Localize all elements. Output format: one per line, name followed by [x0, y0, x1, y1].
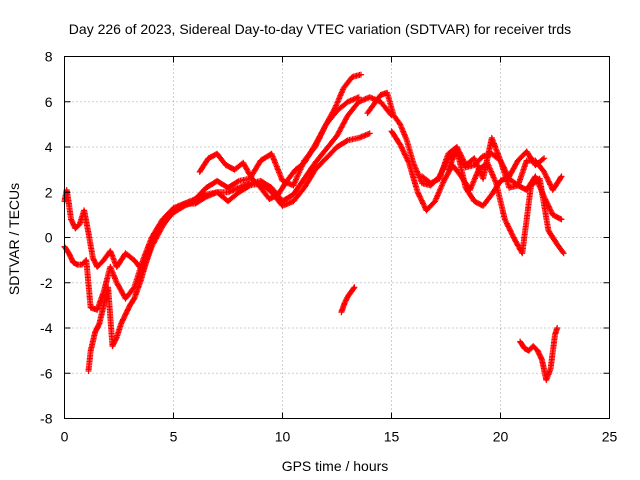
y-tick-label-4: 0	[45, 230, 53, 246]
series-track-8	[445, 146, 548, 209]
y-tick-label-2: -4	[40, 320, 53, 336]
series-track-3	[85, 94, 395, 374]
y-tick-label-3: -2	[40, 275, 53, 291]
marker-path-track-5	[364, 89, 565, 223]
series-track-5	[364, 89, 565, 223]
series-track-10	[517, 325, 561, 383]
y-tick-label-0: -8	[40, 411, 53, 427]
y-tick-label-7: 6	[45, 94, 53, 110]
marker-path-track-4	[196, 71, 364, 202]
data-points	[61, 71, 567, 383]
x-tick-label-3: 15	[384, 429, 400, 445]
chart-title: Day 226 of 2023, Sidereal Day-to-day VTE…	[69, 21, 571, 37]
x-tick-label-1: 5	[170, 429, 178, 445]
x-tick-label-0: 0	[61, 429, 69, 445]
x-tick-label-5: 25	[602, 429, 618, 445]
marker-path-track-8	[445, 146, 548, 209]
axis-ticks: 0 5 10 15 20 25 -8 -6 -4 -2 0 2 4 6 8	[40, 49, 617, 445]
series-track-4	[196, 71, 364, 202]
marker-path-track-3	[85, 94, 395, 374]
series-track-1	[61, 94, 362, 275]
y-tick-label-6: 4	[45, 139, 53, 155]
x-tick-label-4: 20	[493, 429, 509, 445]
x-axis-label: GPS time / hours	[282, 458, 389, 474]
y-tick-label-1: -6	[40, 365, 53, 381]
marker-path-track-9	[338, 284, 358, 316]
y-tick-label-5: 2	[45, 184, 53, 200]
y-axis-label: SDTVAR / TECUs	[6, 183, 22, 295]
series-track-9	[338, 284, 358, 316]
x-tick-label-2: 10	[275, 429, 291, 445]
y-tick-label-8: 8	[45, 49, 53, 65]
marker-path-track-1	[61, 94, 362, 275]
marker-path-track-10	[517, 325, 561, 383]
